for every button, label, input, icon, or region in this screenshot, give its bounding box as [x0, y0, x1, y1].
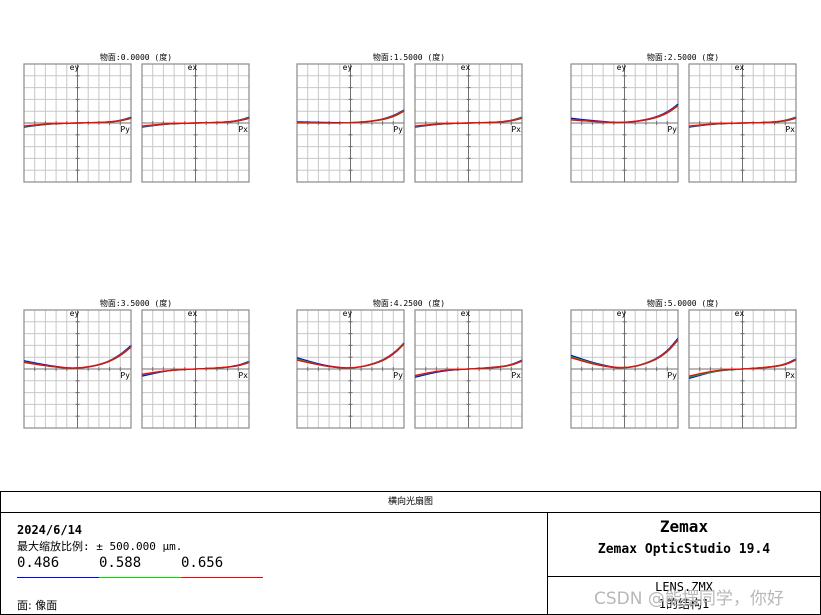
- x-axis-label: Py: [120, 125, 130, 134]
- fan-plot-6: ex Px: [688, 63, 797, 183]
- wavelength-label-3: 0.656: [181, 555, 224, 571]
- x-axis-label: Px: [238, 371, 248, 380]
- x-axis-label: Py: [667, 125, 677, 134]
- wavelength-line-3: [181, 577, 263, 578]
- footer-title: 横向光扇图: [1, 492, 820, 513]
- plot-title: 物面:0.0000 (度): [100, 52, 172, 62]
- footer-right-panel: Zemax Zemax OpticStudio 19.4 LENS.ZMX 1的…: [548, 513, 820, 614]
- fan-plot-1: 物面:0.0000 (度) ey Py: [23, 52, 172, 183]
- plot-title: 物面:3.5000 (度): [100, 298, 172, 308]
- fan-curve-0.656: [414, 360, 523, 377]
- fan-plot-9: 物面:4.2500 (度) ey Py: [296, 298, 445, 429]
- fan-plot-4: ex Px: [414, 63, 523, 183]
- ray-fan-plots: 物面:0.0000 (度) ey Py ex Px 物面:1.5000 (度) ey Py ex…: [23, 52, 797, 429]
- x-axis-label: Px: [785, 371, 795, 380]
- y-axis-label: ex: [735, 63, 745, 72]
- wavelength-label-2: 0.588: [99, 555, 142, 571]
- x-axis-label: Px: [511, 371, 521, 380]
- y-axis-label: ex: [461, 63, 471, 72]
- brand-name: Zemax: [659, 517, 709, 536]
- fan-plot-11: 物面:5.0000 (度) ey Py: [570, 298, 719, 429]
- x-axis-label: Py: [393, 125, 403, 134]
- y-axis-label: ey: [70, 309, 80, 318]
- y-axis-label: ey: [617, 309, 627, 318]
- watermark-text: CSDN @能摆同学，你好: [594, 589, 784, 609]
- lens-file: LENS.ZMX: [655, 580, 713, 594]
- fan-curve-0.656: [23, 117, 132, 127]
- wavelength-label-1: 0.486: [17, 555, 60, 571]
- y-axis-label: ex: [735, 309, 745, 318]
- fan-plot-7: 物面:3.5000 (度) ey Py: [23, 298, 172, 429]
- y-axis-label: ex: [188, 63, 198, 72]
- product-name: Zemax OpticStudio 19.4: [597, 542, 771, 557]
- scale-label: 最大缩放比例: ± 500.000 µm.: [17, 540, 183, 553]
- fan-plot-2: ex Px: [141, 63, 250, 183]
- y-axis-label: ey: [343, 63, 353, 72]
- surface-label: 面: 像面: [17, 599, 58, 612]
- date-label: 2024/6/14: [17, 523, 83, 537]
- right-divider: [548, 576, 820, 577]
- y-axis-label: ey: [70, 63, 80, 72]
- x-axis-label: Py: [120, 371, 130, 380]
- fan-plot-3: 物面:1.5000 (度) ey Py: [296, 52, 445, 183]
- fan-plot-5: 物面:2.5000 (度) ey Py: [570, 52, 719, 183]
- x-axis-label: Py: [667, 371, 677, 380]
- wavelength-line-1: [17, 577, 99, 578]
- plot-title: 物面:1.5000 (度): [373, 52, 445, 62]
- fan-curve-0.656: [23, 346, 132, 369]
- fan-curve-0.656: [414, 117, 523, 127]
- fan-curve-0.656: [570, 105, 679, 124]
- fan-curve-0.656: [296, 110, 405, 124]
- fan-curve-0.656: [141, 361, 250, 375]
- fan-curve-0.656: [141, 117, 250, 127]
- x-axis-label: Px: [238, 125, 248, 134]
- fan-curve-0.656: [296, 343, 405, 369]
- y-axis-label: ey: [343, 309, 353, 318]
- x-axis-label: Px: [785, 125, 795, 134]
- fan-plot-12: ex Px: [688, 309, 797, 429]
- wavelength-line-2: [99, 577, 181, 578]
- fan-curve-0.656: [570, 339, 679, 369]
- fan-curve-0.656: [688, 359, 797, 377]
- fan-curve-0.656: [688, 117, 797, 127]
- y-axis-label: ey: [617, 63, 627, 72]
- plot-title: 物面:2.5000 (度): [647, 52, 719, 62]
- plot-title: 物面:5.0000 (度): [647, 298, 719, 308]
- config-label: 1的结构1: [658, 597, 710, 611]
- plot-title: 物面:4.2500 (度): [373, 298, 445, 308]
- footer-left-panel: 2024/6/14 最大缩放比例: ± 500.000 µm. 0.486 0.…: [1, 513, 548, 614]
- y-axis-label: ex: [461, 309, 471, 318]
- fan-plot-10: ex Px: [414, 309, 523, 429]
- x-axis-label: Px: [511, 125, 521, 134]
- x-axis-label: Py: [393, 371, 403, 380]
- y-axis-label: ex: [188, 309, 198, 318]
- fan-plot-8: ex Px: [141, 309, 250, 429]
